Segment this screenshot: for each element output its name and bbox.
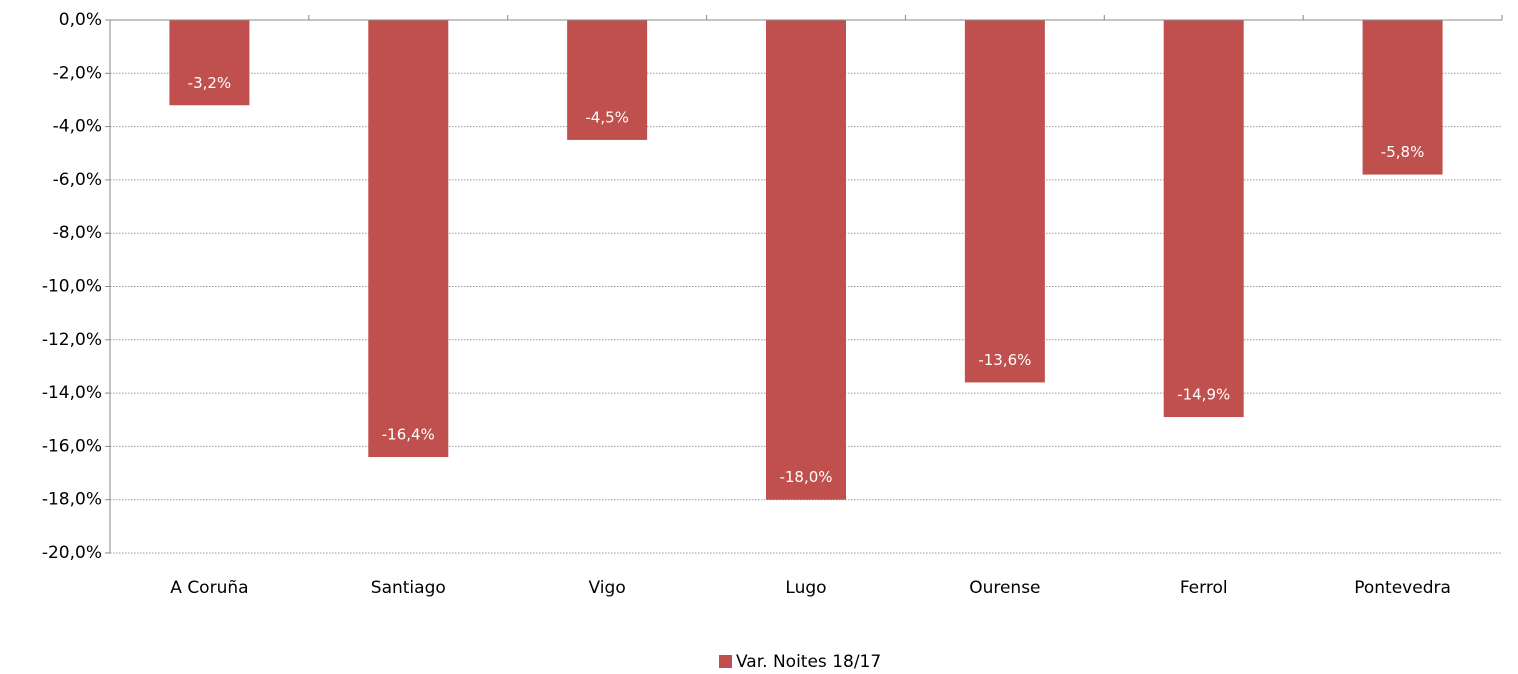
x-tick-label: Santiago bbox=[371, 578, 446, 598]
value-label: -3,2% bbox=[188, 74, 232, 92]
y-tick-label: 0,0% bbox=[59, 10, 102, 30]
y-tick-label: -6,0% bbox=[53, 170, 102, 190]
y-tick-label: -20,0% bbox=[42, 543, 102, 563]
bar bbox=[964, 20, 1045, 383]
y-tick-label: -8,0% bbox=[53, 223, 102, 243]
y-tick-label: -16,0% bbox=[42, 436, 102, 456]
y-tick-label: -2,0% bbox=[53, 63, 102, 83]
value-label: -14,9% bbox=[1177, 386, 1230, 404]
bar bbox=[567, 20, 648, 140]
bar bbox=[1163, 20, 1244, 418]
legend-label: Var. Noites 18/17 bbox=[736, 652, 881, 672]
y-tick-label: -14,0% bbox=[42, 383, 102, 403]
value-label: -16,4% bbox=[382, 426, 435, 444]
legend-swatch bbox=[719, 655, 732, 668]
y-tick-label: -12,0% bbox=[42, 330, 102, 350]
value-label: -18,0% bbox=[779, 468, 832, 486]
x-tick-label: Ferrol bbox=[1180, 578, 1228, 598]
y-tick-label: -10,0% bbox=[42, 277, 102, 297]
bar bbox=[1362, 20, 1443, 175]
bar bbox=[766, 20, 846, 500]
bar bbox=[368, 20, 449, 458]
x-tick-label: Ourense bbox=[969, 578, 1040, 598]
y-tick-label: -4,0% bbox=[53, 117, 102, 137]
x-tick-label: Vigo bbox=[589, 578, 626, 598]
y-tick-label: -18,0% bbox=[42, 490, 102, 510]
x-tick-label: A Coruña bbox=[170, 578, 248, 598]
value-label: -13,6% bbox=[978, 351, 1031, 369]
value-label: -5,8% bbox=[1381, 143, 1425, 161]
bar bbox=[169, 20, 250, 106]
x-tick-label: Pontevedra bbox=[1354, 578, 1451, 598]
x-tick-label: Lugo bbox=[785, 578, 826, 598]
value-label: -4,5% bbox=[585, 108, 629, 126]
